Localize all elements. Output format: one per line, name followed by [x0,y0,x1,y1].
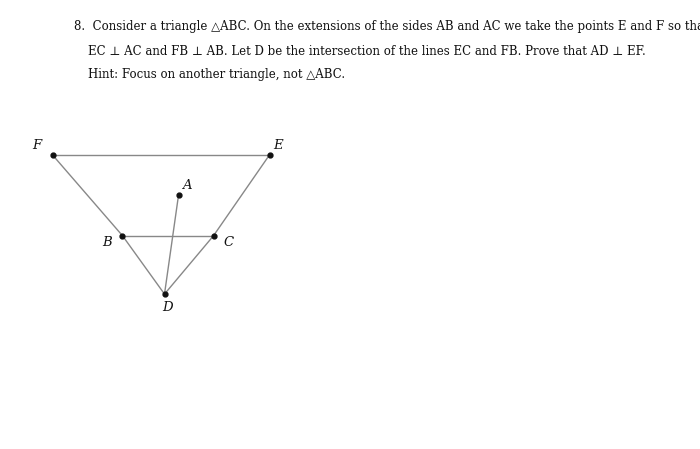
Text: Hint: Focus on another triangle, not △ABC.: Hint: Focus on another triangle, not △AB… [88,68,344,81]
Text: C: C [224,236,234,249]
Text: F: F [32,140,42,152]
Text: EC ⊥ AC and FB ⊥ AB. Let D be the intersection of the lines EC and FB. Prove tha: EC ⊥ AC and FB ⊥ AB. Let D be the inters… [88,45,645,58]
Text: D: D [162,301,173,314]
Text: A: A [182,179,192,192]
Text: B: B [102,236,112,249]
Text: E: E [273,140,283,152]
Text: 8.  Consider a triangle △ABC. On the extensions of the sides AB and AC we take t: 8. Consider a triangle △ABC. On the exte… [74,20,700,33]
